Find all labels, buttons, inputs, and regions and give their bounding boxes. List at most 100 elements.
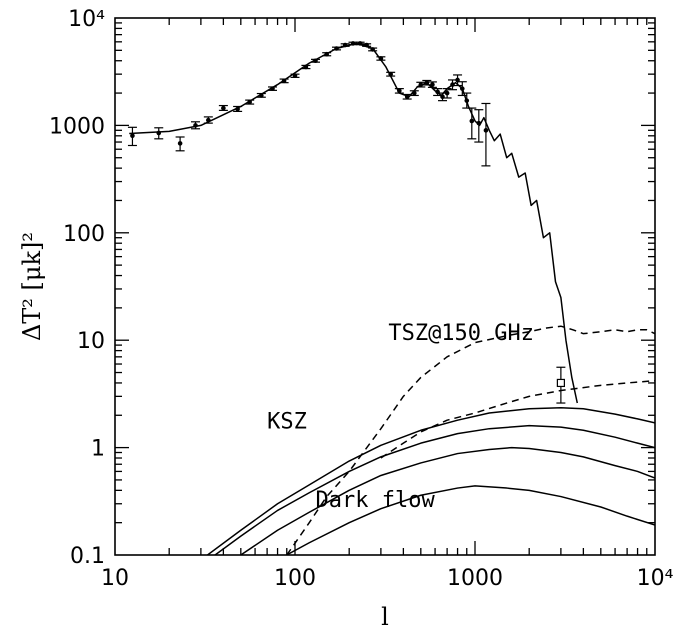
annotation-label: TSZ@150 GHz: [388, 321, 534, 346]
point-marker: [455, 77, 460, 83]
x-tick-label: 10⁴: [637, 566, 674, 591]
data-point: [301, 64, 311, 70]
series-line-2: [286, 325, 655, 555]
data-point: [386, 71, 396, 77]
series-line-7: [285, 485, 655, 555]
x-axis-title: l: [381, 603, 389, 631]
data-point: [256, 92, 266, 98]
data-point: [127, 126, 137, 147]
point-marker: [378, 56, 384, 61]
data-point: [556, 366, 566, 404]
point-marker: [469, 118, 475, 124]
y-tick-label: 1000: [49, 114, 105, 139]
data-point: [322, 51, 332, 57]
data-point: [394, 88, 404, 94]
point-marker: [259, 93, 264, 98]
point-marker: [388, 71, 393, 77]
y-axis-title: ΔT² [μk]²: [18, 232, 46, 341]
point-marker: [313, 58, 318, 64]
point-marker: [364, 42, 369, 48]
point-marker: [444, 90, 450, 96]
point-marker: [270, 86, 275, 91]
point-marker: [177, 141, 183, 146]
point-marker: [221, 105, 226, 111]
point-marker: [350, 41, 356, 46]
data-point: [362, 42, 372, 48]
y-tick-label: 10⁴: [68, 7, 105, 32]
point-marker: [324, 51, 329, 57]
data-point: [422, 79, 432, 86]
data-points: [127, 41, 566, 404]
data-point: [233, 105, 243, 113]
data-point: [409, 90, 419, 97]
y-tick-label: 10: [77, 329, 105, 354]
curves: [129, 42, 655, 555]
y-tick-label: 1: [91, 437, 105, 462]
data-point: [331, 46, 341, 51]
data-point: [453, 74, 463, 87]
point-marker: [303, 64, 309, 70]
data-point: [462, 92, 472, 109]
tick-labels: 10 100 1000 10⁴ 0.1 1 10 100 1000 10⁴: [49, 7, 674, 591]
x-tick-label: 100: [274, 566, 316, 591]
plot-frame: [114, 17, 656, 556]
x-tick-label: 1000: [447, 566, 503, 591]
point-marker: [464, 98, 470, 103]
annotation-label: Dark flow: [316, 488, 436, 513]
point-marker: [450, 82, 455, 87]
point-marker: [556, 378, 565, 388]
data-point: [474, 109, 484, 143]
axis-ticks: [115, 18, 655, 555]
annotations: TSZ@150 GHz KSZ Dark flow: [267, 321, 534, 513]
point-marker: [397, 88, 402, 94]
point-marker: [459, 86, 465, 91]
point-marker: [206, 117, 211, 123]
data-point: [416, 81, 426, 88]
data-point: [268, 86, 278, 91]
data-point: [467, 107, 477, 140]
data-point: [203, 116, 213, 124]
point-marker: [430, 82, 435, 87]
data-point: [376, 56, 386, 61]
data-point: [279, 78, 289, 84]
point-marker: [483, 128, 489, 133]
point-marker: [411, 90, 417, 96]
series-line-6: [239, 446, 655, 555]
data-point: [154, 127, 164, 140]
point-marker: [334, 46, 339, 51]
data-point: [442, 88, 452, 99]
data-point: [175, 136, 185, 152]
point-marker: [476, 120, 482, 126]
data-point: [311, 58, 321, 64]
data-point: [481, 102, 491, 167]
data-point: [427, 81, 437, 88]
point-marker: [357, 41, 363, 46]
y-tick-label: 100: [63, 222, 105, 247]
point-marker: [156, 130, 162, 136]
point-marker: [292, 73, 298, 79]
point-marker: [342, 42, 348, 48]
data-point: [457, 81, 467, 97]
point-marker: [370, 47, 375, 52]
data-point: [368, 47, 378, 52]
data-point: [290, 73, 300, 79]
point-marker: [418, 82, 424, 87]
point-marker: [424, 80, 430, 85]
data-point: [218, 104, 228, 111]
point-marker: [281, 78, 287, 84]
point-marker: [130, 133, 135, 139]
y-tick-label: 0.1: [70, 544, 105, 569]
point-marker: [235, 106, 240, 112]
data-point: [245, 99, 255, 105]
x-tick-label: 10: [101, 566, 129, 591]
series-line-1: [129, 42, 579, 404]
data-point: [190, 121, 200, 130]
data-point: [355, 41, 365, 46]
series-line-4: [206, 407, 655, 555]
point-marker: [247, 99, 252, 105]
point-marker: [193, 123, 198, 128]
series-line-5: [213, 424, 655, 555]
data-point: [340, 42, 350, 48]
annotation-label: KSZ: [267, 410, 307, 435]
